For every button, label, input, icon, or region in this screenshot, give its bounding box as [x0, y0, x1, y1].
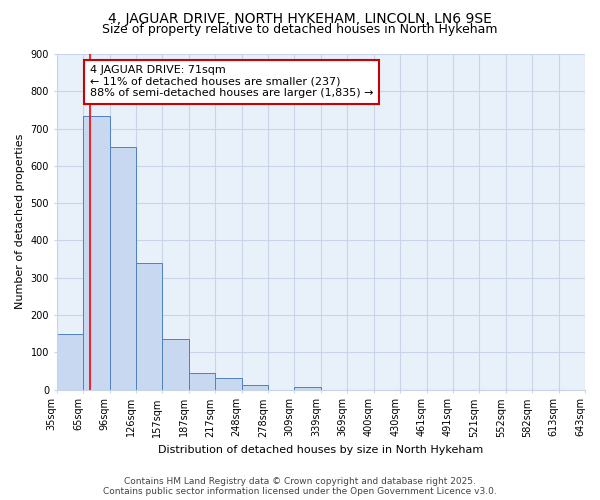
Bar — [189, 373, 215, 390]
Bar — [163, 339, 189, 390]
Bar — [136, 263, 163, 390]
Text: Contains HM Land Registry data © Crown copyright and database right 2025.
Contai: Contains HM Land Registry data © Crown c… — [103, 476, 497, 496]
Text: 4 JAGUAR DRIVE: 71sqm
← 11% of detached houses are smaller (237)
88% of semi-det: 4 JAGUAR DRIVE: 71sqm ← 11% of detached … — [90, 65, 373, 98]
Bar — [83, 116, 110, 390]
Bar — [56, 334, 83, 390]
X-axis label: Distribution of detached houses by size in North Hykeham: Distribution of detached houses by size … — [158, 445, 484, 455]
Bar — [295, 386, 321, 390]
Bar — [242, 385, 268, 390]
Bar — [215, 378, 242, 390]
Text: 4, JAGUAR DRIVE, NORTH HYKEHAM, LINCOLN, LN6 9SE: 4, JAGUAR DRIVE, NORTH HYKEHAM, LINCOLN,… — [108, 12, 492, 26]
Bar — [110, 147, 136, 390]
Y-axis label: Number of detached properties: Number of detached properties — [15, 134, 25, 310]
Text: Size of property relative to detached houses in North Hykeham: Size of property relative to detached ho… — [102, 22, 498, 36]
